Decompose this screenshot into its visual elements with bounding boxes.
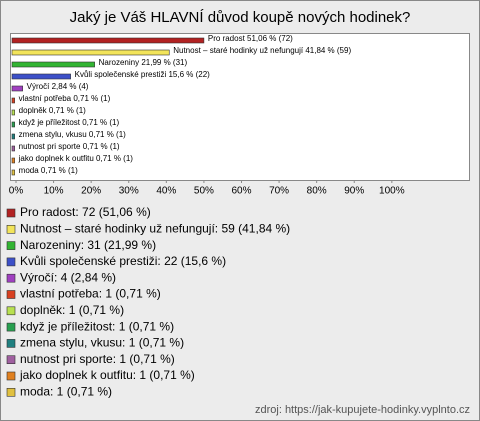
legend-swatch xyxy=(6,371,16,381)
value-label: když je příležitost 0,71 % (1) xyxy=(19,118,120,127)
x-tick-label: 50% xyxy=(194,186,214,197)
value-label: Kvůli společenské prestiži 15,6 % (22) xyxy=(75,70,211,79)
legend-label: Nutnost – staré hodinky už nefungují: 59… xyxy=(20,221,290,235)
legend-label: jako doplnek k outfitu: 1 (0,71 %) xyxy=(19,368,195,382)
bar xyxy=(11,49,170,56)
value-label: moda 0,71 % (1) xyxy=(19,166,78,175)
value-label: zmena stylu, vkusu 0,71 % (1) xyxy=(19,130,126,139)
legend-label: Kvůli společenské prestiži: 22 (15,6 %) xyxy=(20,254,226,268)
legend-swatch xyxy=(6,225,16,234)
legend-label: když je příležitost: 1 (0,71 %) xyxy=(20,319,174,333)
legend-label: nutnost pri sporte: 1 (0,71 %) xyxy=(20,352,175,366)
bar xyxy=(11,145,15,152)
legend-label: Pro radost: 72 (51,06 %) xyxy=(20,205,151,219)
legend-swatch xyxy=(6,355,16,365)
bar xyxy=(11,109,15,116)
value-label: vlastní potřeba 0,71 % (1) xyxy=(19,94,111,103)
legend-label: vlastní potřeba: 1 (0,71 %) xyxy=(20,287,161,301)
x-tick-label: 100% xyxy=(379,186,405,197)
bar xyxy=(11,37,205,44)
legend-swatch xyxy=(6,208,16,218)
legend-label: Narozeniny: 31 (21,99 %) xyxy=(20,238,156,252)
legend-swatch xyxy=(6,306,16,316)
x-tick-label: 40% xyxy=(156,186,176,197)
x-tick-label: 70% xyxy=(269,186,289,197)
bar xyxy=(11,73,71,80)
x-tick-label: 30% xyxy=(119,186,139,197)
value-label: doplněk 0,71 % (1) xyxy=(19,106,86,115)
x-tick-label: 20% xyxy=(81,186,101,197)
plot-area xyxy=(10,33,470,181)
legend-swatch xyxy=(6,290,16,299)
value-label: jako doplnek k outfitu 0,71 % (1) xyxy=(18,154,134,163)
legend-swatch xyxy=(6,273,16,283)
bar xyxy=(11,97,15,104)
x-tick-label: 10% xyxy=(44,186,64,197)
value-label: Výročí 2,84 % (4) xyxy=(27,82,89,91)
bar xyxy=(11,169,15,176)
x-tick-label: 0% xyxy=(9,186,24,197)
value-label: Narozeniny 21,99 % (31) xyxy=(99,58,188,67)
value-label: Pro radost 51,06 % (72) xyxy=(208,34,293,43)
bar xyxy=(11,157,15,164)
bar xyxy=(11,85,23,92)
chart-title: Jaký je Váš HLAVNÍ důvod koupě nových ho… xyxy=(70,9,411,26)
legend-label: zmena stylu, vkusu: 1 (0,71 %) xyxy=(20,336,184,350)
source: zdroj: https://jak-kupujete-hodinky.vypl… xyxy=(255,404,470,416)
legend-label: Výročí: 4 (2,84 %) xyxy=(20,270,116,284)
value-label: nutnost pri sporte 0,71 % (1) xyxy=(19,142,120,151)
legend-swatch xyxy=(6,241,16,250)
legend-swatch xyxy=(6,387,16,397)
x-tick-label: 60% xyxy=(231,186,251,197)
legend-swatch xyxy=(6,257,16,267)
legend-swatch xyxy=(6,339,16,348)
legend-swatch xyxy=(6,322,16,332)
value-label: Nutnost – staré hodinky už nefungují 41,… xyxy=(173,46,351,55)
legend-label: moda: 1 (0,71 %) xyxy=(20,384,112,398)
x-tick-label: 90% xyxy=(344,186,364,197)
x-tick-label: 80% xyxy=(307,186,327,197)
bar xyxy=(11,121,15,128)
legend-label: doplněk: 1 (0,71 %) xyxy=(20,303,124,317)
bar xyxy=(11,61,95,68)
bar xyxy=(11,133,15,140)
